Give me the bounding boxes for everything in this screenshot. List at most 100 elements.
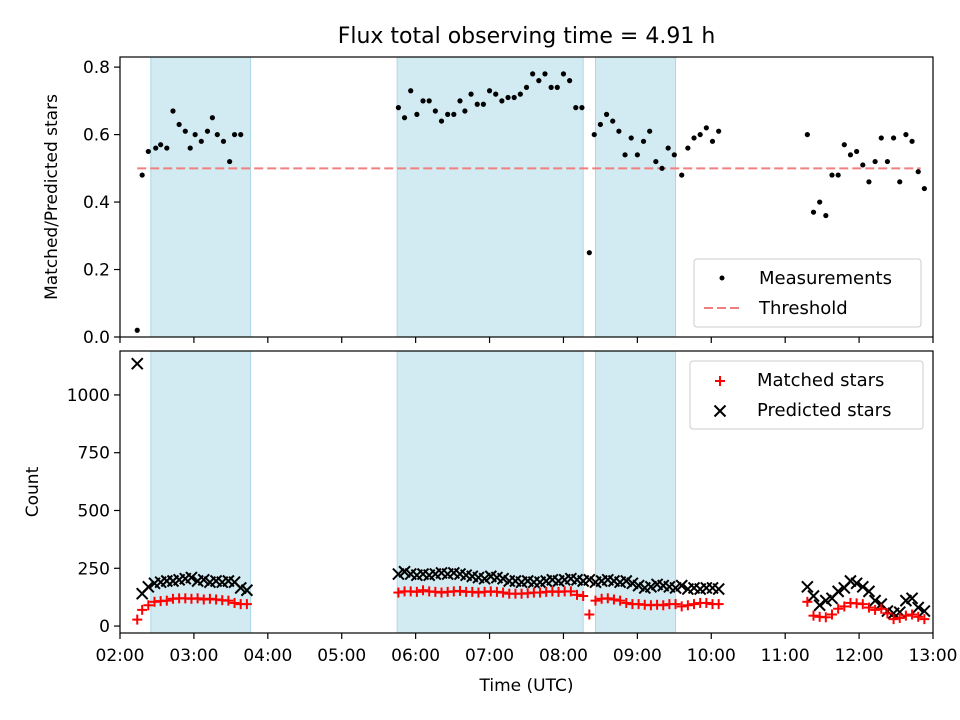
predicted-stars-point-b xyxy=(905,592,919,605)
predicted-stars-point-b xyxy=(893,605,906,619)
predicted-stars-point-b xyxy=(862,585,876,598)
time-x-tick-label: 06:00 xyxy=(391,646,440,666)
measurement-point xyxy=(653,158,659,165)
measurement-point xyxy=(432,108,438,114)
predicted-stars-point-b xyxy=(496,572,510,585)
measurement-point xyxy=(603,111,610,117)
measurement-point xyxy=(420,98,426,104)
count-y-tick-label: 750 xyxy=(78,444,110,464)
matched-stars-point xyxy=(584,609,595,620)
predicted-stars-point-b xyxy=(521,574,534,588)
measurement-point xyxy=(854,148,860,155)
ratio-panel-frame xyxy=(119,56,934,338)
measurement-point xyxy=(182,128,188,134)
predicted-stars-point-b xyxy=(447,566,461,580)
matched-stars-point xyxy=(907,609,918,620)
predicted-stars-point xyxy=(142,580,155,593)
matched-stars-point xyxy=(670,599,681,610)
measurement-point xyxy=(903,131,909,138)
measurement-points xyxy=(134,71,927,333)
legend-matched-marker xyxy=(715,376,725,386)
measurement-point xyxy=(192,131,198,138)
predicted-stars-point xyxy=(813,599,826,612)
matched-stars-point xyxy=(808,610,819,621)
measurement-point xyxy=(505,94,511,101)
measurement-point xyxy=(198,138,204,144)
observing-interval-1 xyxy=(150,351,251,633)
matched-stars-point xyxy=(676,601,687,612)
time-x-tick-label: 03:00 xyxy=(169,646,218,666)
measurement-point xyxy=(716,128,722,134)
matched-stars-point xyxy=(913,611,924,622)
measurement-point xyxy=(480,101,486,107)
observing-interval-2 xyxy=(397,57,584,337)
ratio-y-tick-label: 0.0 xyxy=(83,328,110,348)
predicted-stars-point-b xyxy=(607,574,621,588)
ratio-panel: 0.0 0.2 0.4 0.6 0.8 Flux total observing tim… xyxy=(42,24,934,348)
matched-stars-point xyxy=(498,587,509,598)
predicted-stars-point-b xyxy=(831,585,845,598)
predicted-stars-point-b xyxy=(712,582,725,596)
measurement-point xyxy=(457,98,463,104)
predicted-stars-point-b xyxy=(687,581,701,595)
matched-stars-point xyxy=(888,614,899,625)
matched-stars-point xyxy=(919,614,930,625)
matched-stars-point xyxy=(161,595,172,606)
matched-stars-point xyxy=(820,612,831,623)
measurement-point xyxy=(647,128,653,134)
measurement-point xyxy=(204,128,211,134)
measurement-point xyxy=(841,142,847,148)
matched-stars-points xyxy=(132,585,930,625)
matched-stars-point xyxy=(572,589,583,600)
measurement-point xyxy=(703,125,709,131)
chart-title: Flux total observing time = 4.91 h xyxy=(338,24,716,49)
predicted-stars-point xyxy=(905,592,919,605)
observing-interval-3 xyxy=(595,57,676,337)
measurement-point xyxy=(408,88,414,94)
time-x-axis-label: Time (UTC) xyxy=(479,676,574,696)
matched-stars-point xyxy=(602,593,613,604)
predicted-stars-point-b xyxy=(570,573,584,587)
predicted-stars-point-b xyxy=(650,578,664,591)
measurement-point xyxy=(897,179,903,185)
measurement-point xyxy=(214,131,220,138)
measurement-point xyxy=(835,172,841,178)
measurement-point xyxy=(493,91,499,97)
ratio-y-tick-label: 0.6 xyxy=(83,126,110,146)
matched-stars-point xyxy=(229,597,240,608)
measurement-point xyxy=(659,165,665,171)
measurement-point xyxy=(804,131,810,138)
measurement-point xyxy=(634,152,640,158)
predicted-stars-point-b xyxy=(197,573,210,587)
matched-stars-point xyxy=(863,602,874,613)
measurement-point xyxy=(554,84,560,90)
matched-stars-point xyxy=(192,593,203,604)
legend-threshold-label: Threshold xyxy=(758,298,848,319)
time-x-tick-label: 02:00 xyxy=(96,646,145,666)
measurement-point xyxy=(176,121,182,128)
matched-stars-point xyxy=(857,599,868,610)
time-x-tick-label: 09:00 xyxy=(613,646,662,666)
predicted-stars-point-b xyxy=(209,574,223,588)
measurement-point xyxy=(530,71,536,77)
predicted-stars-point-b xyxy=(466,570,479,583)
matched-stars-point xyxy=(621,597,632,608)
predicted-stars-point-b xyxy=(185,571,198,584)
legend-matched-plus xyxy=(715,376,725,386)
predicted-stars-point-b xyxy=(142,580,155,593)
measurement-point xyxy=(610,118,616,124)
matched-stars-point xyxy=(713,599,724,610)
measurement-point xyxy=(139,172,145,178)
measurement-point xyxy=(426,98,432,104)
matched-stars-point xyxy=(241,599,252,610)
legend-measurements-label: Measurements xyxy=(759,268,892,289)
ratio-y-tick-label: 0.8 xyxy=(83,58,110,78)
predicted-stars-point xyxy=(185,571,198,584)
predicted-stars-point-b xyxy=(801,580,814,593)
measurement-point xyxy=(921,185,927,192)
measurement-point xyxy=(231,131,238,138)
predicted-stars-point-b xyxy=(632,579,645,592)
predicted-stars-point-b xyxy=(813,599,826,612)
predicted-stars-point-b xyxy=(601,573,615,587)
time-x-tick-label: 10:00 xyxy=(687,646,736,666)
